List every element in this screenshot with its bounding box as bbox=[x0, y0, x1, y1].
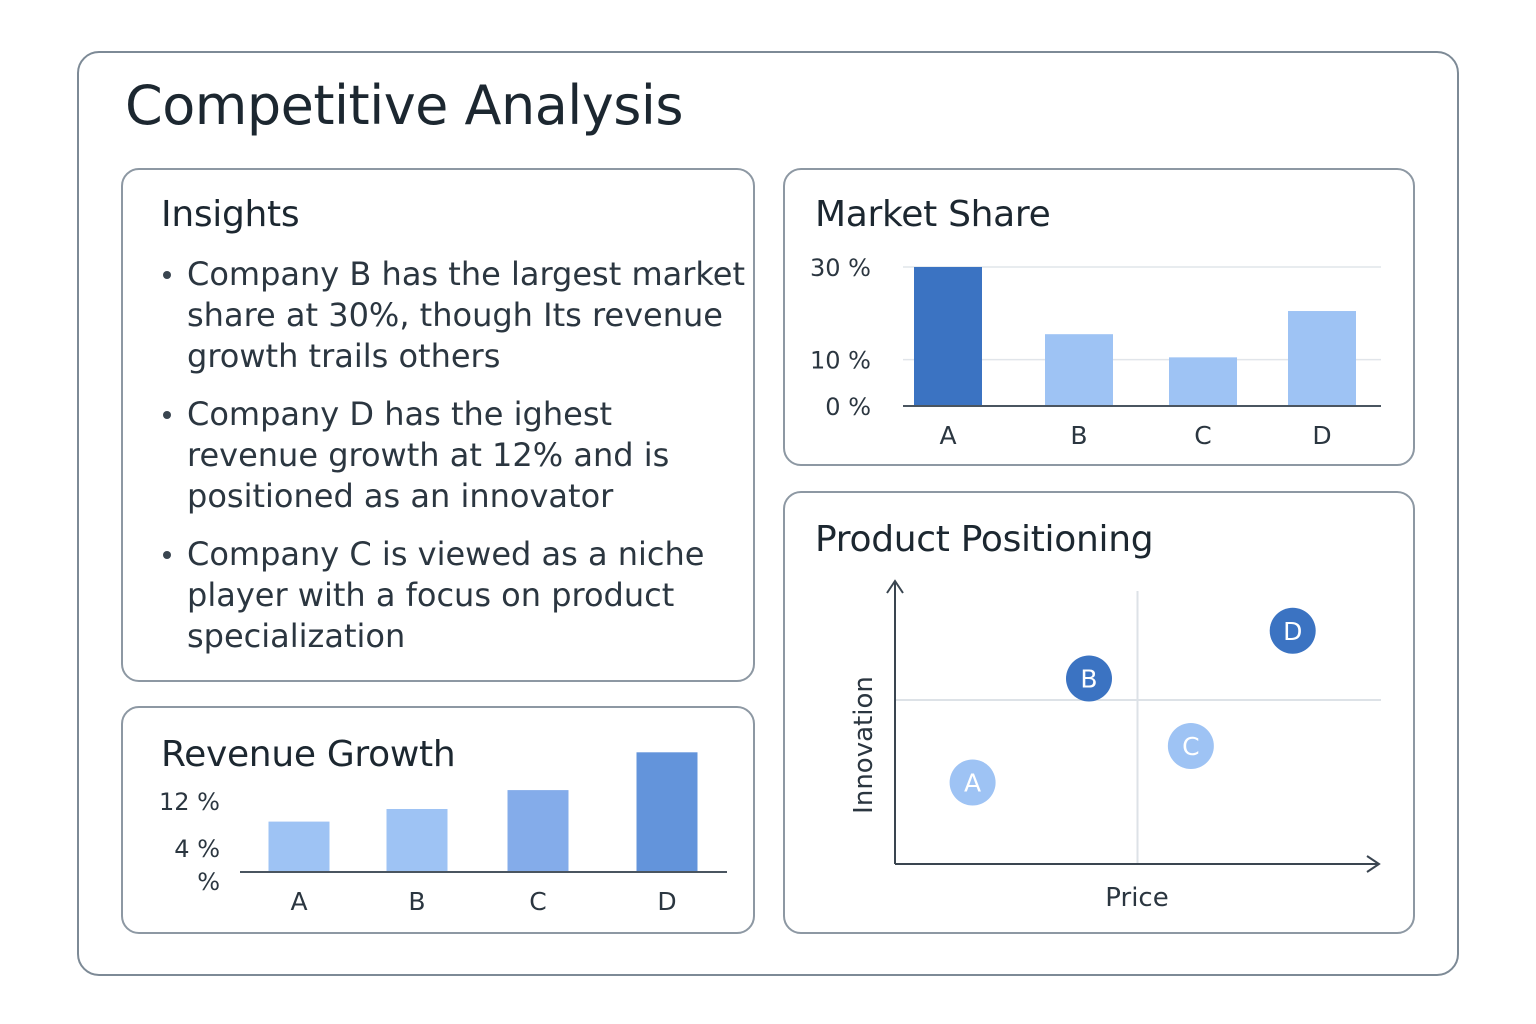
x-axis-label: Price bbox=[1105, 883, 1168, 913]
point-a bbox=[949, 759, 996, 806]
revenue-growth-title: Revenue Growth bbox=[161, 734, 456, 775]
x-tick-label: B bbox=[408, 887, 425, 916]
insight-text: Company C is viewed as a niche player wi… bbox=[187, 535, 705, 655]
market-share-bar-d bbox=[1288, 311, 1356, 406]
y-tick-label: 0 % bbox=[825, 393, 871, 421]
point-b bbox=[1066, 655, 1112, 702]
page-title: Competitive Analysis bbox=[125, 74, 684, 137]
insight-item: Company D has the ighest revenue growth … bbox=[161, 394, 751, 517]
y-tick-label: 30 % bbox=[810, 254, 871, 282]
y-tick-label: 10 % bbox=[810, 347, 871, 375]
x-axis-arrow-icon bbox=[1366, 855, 1381, 873]
market-share-bar-c bbox=[1169, 357, 1237, 406]
insights-title: Insights bbox=[161, 194, 300, 235]
point-label: D bbox=[1283, 617, 1302, 646]
y-tick-label: % bbox=[197, 868, 220, 896]
y-axis-arrow-icon bbox=[886, 579, 904, 594]
product-positioning-chart: Price Innovation A B C D bbox=[849, 579, 1381, 913]
x-tick-label: D bbox=[1312, 421, 1331, 450]
y-axis-label: Innovation bbox=[849, 676, 879, 814]
insights-card: Insights Company B has the largest marke… bbox=[121, 168, 755, 682]
point-label: C bbox=[1182, 732, 1199, 761]
revenue-growth-card: Revenue Growth 12 % 4 %% A B C D bbox=[121, 706, 755, 934]
product-positioning-card: Product Positioning Price Innovation A B C D bbox=[783, 491, 1415, 934]
revenue-growth-bar-a bbox=[268, 821, 330, 872]
point-label: B bbox=[1080, 665, 1097, 694]
market-share-bar-b bbox=[1045, 334, 1113, 406]
market-share-title: Market Share bbox=[815, 194, 1051, 235]
x-tick-label: C bbox=[1194, 421, 1211, 450]
x-tick-label: A bbox=[290, 887, 307, 916]
revenue-growth-bar-d bbox=[636, 752, 698, 872]
market-share-bar-a bbox=[914, 267, 982, 406]
bullet-dot bbox=[163, 411, 171, 419]
point-label: A bbox=[964, 769, 981, 798]
x-tick-label: D bbox=[657, 887, 676, 916]
revenue-growth-bar-b bbox=[386, 809, 448, 872]
x-tick-label: A bbox=[939, 421, 956, 450]
insight-item: Company B has the largest market share a… bbox=[161, 254, 751, 377]
insight-text: Company B has the largest market share a… bbox=[187, 255, 745, 375]
bullet-dot bbox=[163, 271, 171, 279]
x-tick-label: B bbox=[1070, 421, 1087, 450]
y-tick-label: 4 % bbox=[174, 835, 220, 863]
revenue-growth-bar-c bbox=[507, 790, 569, 872]
x-tick-label: C bbox=[529, 887, 546, 916]
bullet-dot bbox=[163, 551, 171, 559]
revenue-growth-chart: 12 % 4 %% A B C D bbox=[159, 752, 727, 916]
insight-item: Company C is viewed as a niche player wi… bbox=[161, 534, 751, 657]
product-positioning-title: Product Positioning bbox=[815, 519, 1154, 560]
insights-list: Company B has the largest market share a… bbox=[161, 254, 751, 674]
y-tick-label: 12 % bbox=[159, 788, 220, 816]
market-share-card: Market Share 30 % 10 % 0 % A B C D bbox=[783, 168, 1415, 466]
point-c bbox=[1167, 722, 1214, 769]
point-d bbox=[1269, 607, 1316, 654]
insight-text: Company D has the ighest revenue growth … bbox=[187, 395, 670, 515]
market-share-chart: 30 % 10 % 0 % A B C D bbox=[810, 254, 1381, 450]
